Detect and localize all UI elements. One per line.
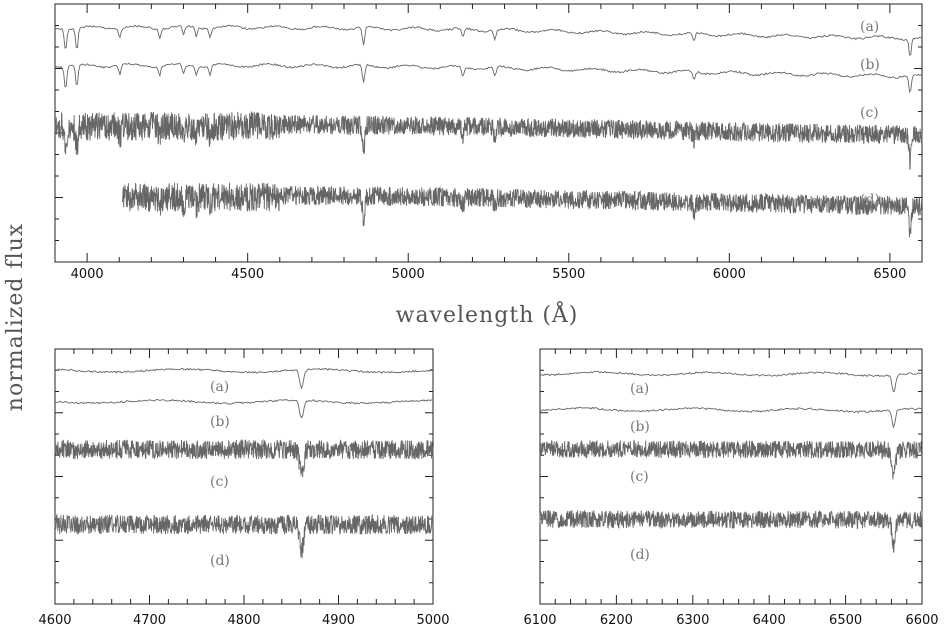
spectrum-line [539, 439, 923, 480]
spectrum-line [54, 24, 923, 56]
series-label: (b) [630, 419, 650, 435]
zoom-panel-hbeta: 4600 4700 4800 4900 5000 (a) (b) (c) (d) [38, 348, 450, 628]
series-label: (b) [210, 414, 230, 430]
x-tick-label: 6000 [713, 267, 746, 282]
x-tick-label: 4600 [38, 613, 71, 628]
x-tick-label: 6200 [600, 613, 633, 628]
series-label: (c) [210, 474, 229, 490]
spectrum-line [539, 509, 923, 553]
x-tick-label: 4500 [231, 267, 264, 282]
series-label: (a) [860, 19, 879, 35]
x-tick-label: 6600 [905, 613, 938, 628]
spectrum-line [54, 367, 434, 390]
x-tick-label: 6500 [873, 267, 906, 282]
x-tick-label: 4900 [322, 613, 355, 628]
spectrum-line [54, 398, 434, 419]
x-tick-label: 4000 [71, 267, 104, 282]
spectrum-line [54, 513, 434, 559]
x-tick-label: 6300 [676, 613, 709, 628]
series-label: (c) [630, 469, 649, 485]
x-tick-label: 5000 [392, 267, 425, 282]
series-label: (c) [860, 105, 879, 121]
series-label: (d) [860, 192, 880, 208]
x-tick-label: 4700 [133, 613, 166, 628]
x-axis-label: wavelength (Å) [396, 300, 579, 328]
series-label: (a) [210, 379, 229, 395]
x-tick-label: 4800 [227, 613, 260, 628]
x-tick-label: 5000 [416, 613, 449, 628]
spectrum-line [54, 62, 923, 94]
plot-frame [54, 348, 434, 605]
series-label: (d) [210, 553, 230, 569]
series-label: (b) [860, 57, 880, 73]
spectrum-line [539, 406, 923, 429]
spectrum-line [539, 370, 923, 393]
main-spectrum-panel: 4000 4500 5000 5500 6000 6500 (a) (b) (c) (d) [54, 3, 923, 282]
plot-frame [539, 348, 923, 605]
x-tick-label: 5500 [552, 267, 585, 282]
spectrum-line [54, 110, 923, 170]
x-tick-label: 6400 [753, 613, 786, 628]
spectrum-line [121, 182, 923, 238]
spectrum-line [54, 438, 434, 478]
series-label: (d) [630, 547, 650, 563]
zoom-panel-halpha: 6100 6200 6300 6400 6500 6600 (a) (b) (c) (d) [523, 348, 939, 628]
y-axis-label: normalized flux [3, 223, 28, 411]
series-label: (a) [630, 381, 649, 397]
x-tick-label: 6100 [523, 613, 556, 628]
x-tick-label: 6500 [829, 613, 862, 628]
